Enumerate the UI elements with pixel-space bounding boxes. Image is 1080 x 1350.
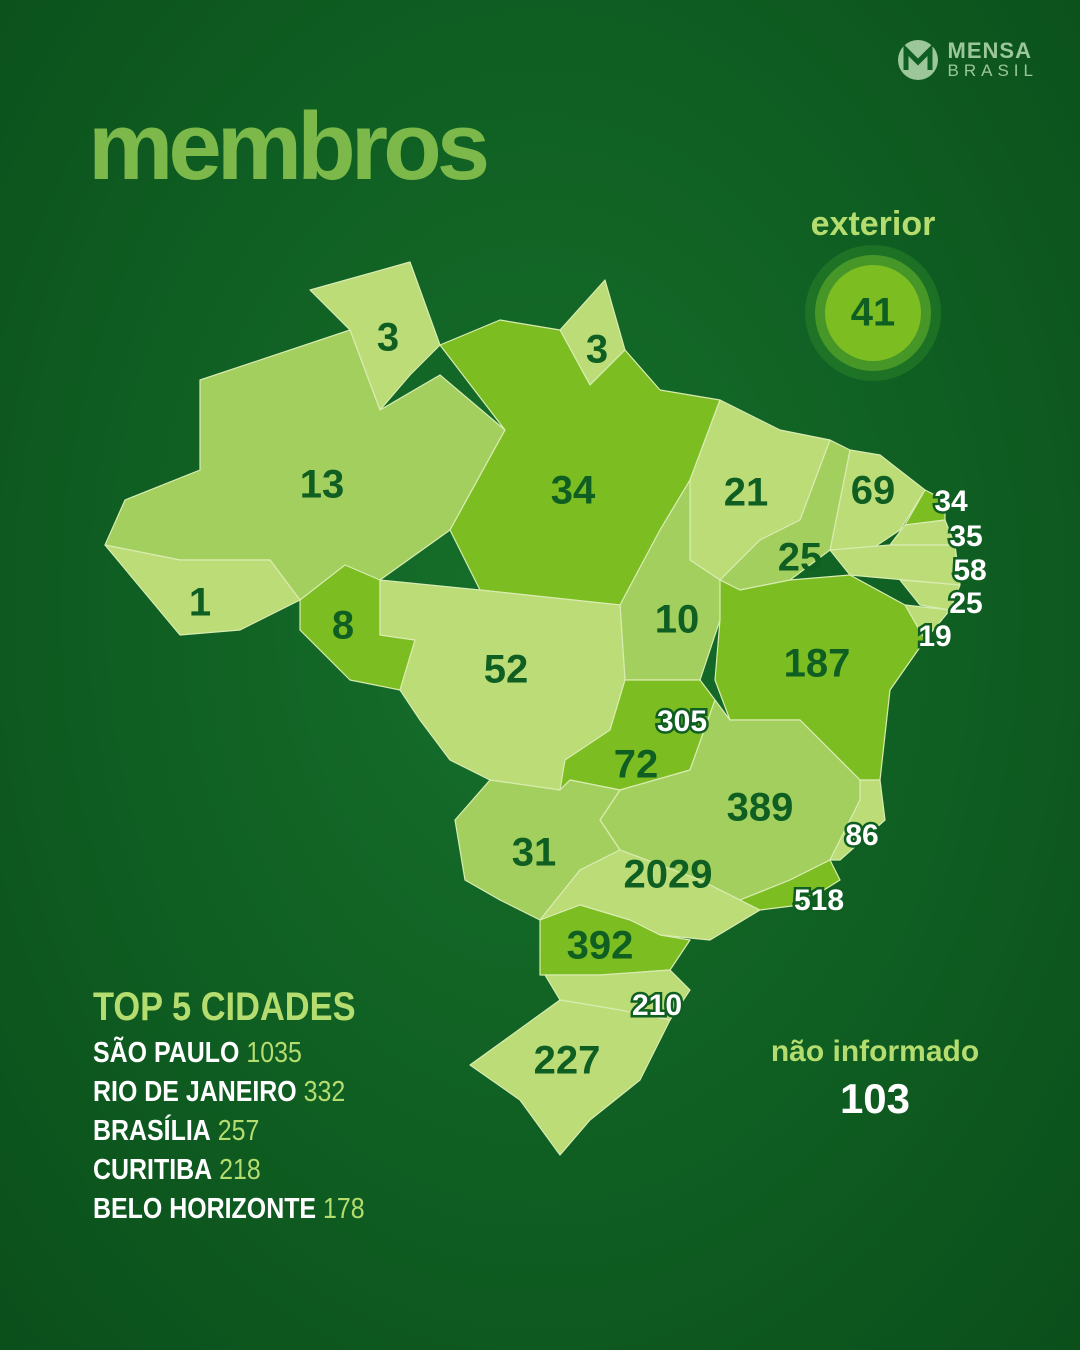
brand-sub: BRASIL (947, 61, 1038, 80)
city-row: BRASÍLIA 257 (93, 1112, 365, 1151)
state (829, 779, 886, 861)
state-value: 187 (784, 642, 851, 686)
city-row: BELO HORIZONTE 178 (93, 1190, 365, 1229)
state-value: 210 (632, 989, 682, 1022)
city-value: 1035 (246, 1037, 302, 1069)
not-informed-label: não informado (770, 1035, 980, 1068)
state (469, 999, 671, 1156)
state-value: 69 (851, 469, 896, 513)
state-value: 1 (189, 581, 211, 625)
exterior-label: exterior (810, 205, 936, 243)
title: membros (88, 93, 490, 200)
state-value: 392 (567, 924, 634, 968)
state-value: 518 (794, 884, 844, 917)
city-value: 332 (303, 1076, 346, 1108)
brand-name: MENSA (947, 38, 1032, 63)
top-cities: TOP 5 CIDADES SÃO PAULO 1035 RIO DE JANEI… (93, 985, 409, 1229)
not-informed-value: 103 (839, 1075, 911, 1122)
exterior-value: 41 (851, 291, 896, 335)
state-value: 86 (845, 819, 878, 852)
state-value: 13 (300, 463, 345, 507)
city-name: BRASÍLIA (93, 1115, 211, 1147)
city-row: SÃO PAULO 1035 (93, 1034, 365, 1073)
state-value: 19 (918, 620, 951, 653)
state-value: 21 (724, 471, 769, 515)
state-value: 72 (614, 743, 659, 787)
state-value: 52 (484, 648, 529, 692)
city-row: RIO DE JANEIRO 332 (93, 1073, 365, 1112)
city-name: SÃO PAULO (93, 1037, 240, 1069)
state-value: 58 (953, 554, 986, 587)
city-value: 218 (219, 1154, 261, 1186)
city-name: BELO HORIZONTE (93, 1193, 317, 1225)
state-value: 25 (949, 587, 982, 620)
state-value: 34 (551, 469, 596, 513)
state (714, 574, 926, 781)
state-value: 34 (934, 485, 968, 518)
state-value: 2029 (624, 853, 713, 897)
not-informed: não informado 103 (770, 1037, 980, 1123)
brand-icon (897, 40, 938, 80)
state-value: 8 (332, 604, 354, 648)
city-value: 178 (323, 1193, 365, 1225)
top-cities-title: TOP 5 CIDADES (93, 985, 356, 1029)
city-name: CURITIBA (93, 1154, 213, 1186)
state-value: 3 (586, 328, 608, 372)
state-value: 10 (655, 598, 700, 642)
state-value: 31 (512, 831, 557, 875)
brand: MENSA BRASIL (896, 38, 1038, 82)
state-value: 305 (657, 705, 707, 738)
state-value: 389 (727, 786, 794, 830)
state-value: 3 (377, 316, 399, 360)
state (829, 544, 961, 586)
city-name: RIO DE JANEIRO (93, 1076, 297, 1108)
state (739, 859, 841, 911)
city-row: CURITIBA 218 (93, 1151, 365, 1190)
state-value: 227 (534, 1039, 601, 1083)
state-value: 35 (949, 520, 982, 553)
state-value: 25 (778, 536, 823, 580)
city-value: 257 (217, 1115, 260, 1147)
